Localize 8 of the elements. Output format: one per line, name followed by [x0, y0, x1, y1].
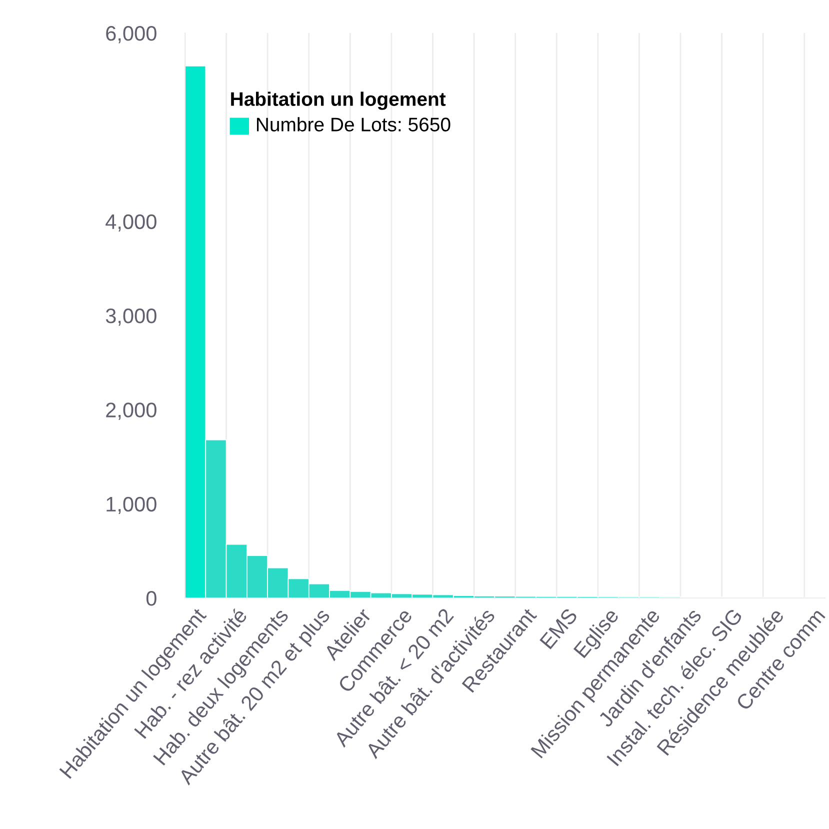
y-tick-label: 0: [146, 591, 156, 606]
y-tick-label: 2,000: [106, 402, 156, 420]
y-tick-label: 4,000: [106, 214, 156, 232]
y-tick-label: 1,000: [106, 496, 156, 514]
annotation: Numbre De Lots: 5650: [256, 117, 450, 132]
y-tick-label: 3,000: [106, 308, 156, 326]
y-tick-label: 6,000: [106, 26, 156, 44]
annotation: Habitation un logement: [231, 92, 446, 110]
